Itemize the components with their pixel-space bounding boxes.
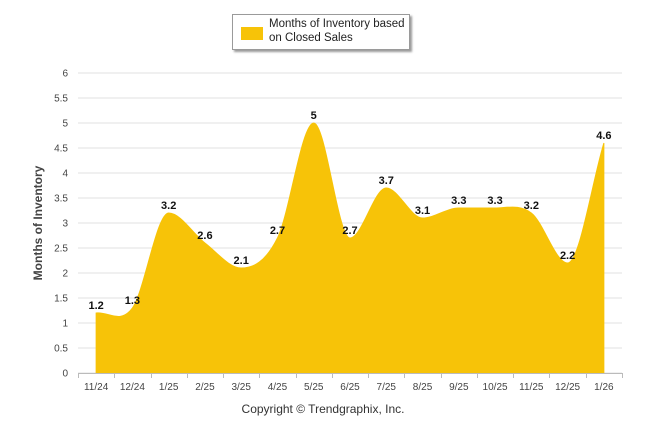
legend-label-line-2: on Closed Sales bbox=[269, 32, 353, 44]
y-tick-label: 3.5 bbox=[54, 194, 68, 205]
data-label: 3.3 bbox=[451, 195, 466, 207]
x-tick-label: 5/25 bbox=[304, 382, 324, 393]
y-axis: 0 0.5 1 1.5 2 2.5 3 3.5 4 4.5 5 5.5 6 bbox=[54, 69, 68, 380]
x-axis: 11/24 12/24 1/25 2/25 3/25 4/25 5/25 6/25 7/25 8/… bbox=[78, 373, 623, 393]
series-area bbox=[95, 122, 605, 374]
data-labels: 1.2 1.3 3.2 2.6 2.1 2.7 5 2.7 3.7 3.1 3.3 3.3 3.2 2.2… bbox=[88, 110, 611, 312]
x-tick-label: 10/25 bbox=[483, 382, 508, 393]
legend-label-line-1: Months of Inventory based bbox=[269, 18, 405, 30]
x-tick-label: 12/24 bbox=[120, 382, 145, 393]
y-tick-label: 3 bbox=[62, 219, 68, 230]
data-label: 2.6 bbox=[197, 230, 212, 242]
legend-swatch bbox=[241, 27, 263, 40]
y-tick-label: 6 bbox=[62, 69, 68, 80]
y-tick-label: 4.5 bbox=[54, 144, 68, 155]
data-label: 3.2 bbox=[161, 200, 176, 212]
copyright-footer: Copyright © Trendgraphix, Inc. bbox=[241, 402, 405, 416]
data-label: 2.2 bbox=[560, 250, 575, 262]
x-tick-label: 1/25 bbox=[159, 382, 179, 393]
data-label: 2.7 bbox=[342, 225, 357, 237]
y-tick-label: 0.5 bbox=[54, 344, 68, 355]
legend: Months of Inventory based on Closed Sale… bbox=[232, 14, 410, 50]
y-tick-label: 4 bbox=[62, 169, 68, 180]
x-tick-label: 2/25 bbox=[195, 382, 215, 393]
data-label: 5 bbox=[311, 110, 317, 122]
y-tick-label: 5.5 bbox=[54, 94, 68, 105]
x-tick-label: 8/25 bbox=[413, 382, 433, 393]
data-label: 3.3 bbox=[487, 195, 502, 207]
y-axis-title: Months of Inventory bbox=[31, 165, 45, 280]
data-label: 3.1 bbox=[415, 205, 430, 217]
data-label: 3.2 bbox=[524, 200, 539, 212]
y-tick-label: 2 bbox=[62, 269, 68, 280]
y-tick-label: 0 bbox=[62, 369, 68, 380]
y-tick-label: 5 bbox=[62, 119, 68, 130]
y-tick-label: 2.5 bbox=[54, 244, 68, 255]
x-tick-label: 7/25 bbox=[377, 382, 397, 393]
x-tick-label: 9/25 bbox=[449, 382, 469, 393]
data-label: 2.7 bbox=[270, 225, 285, 237]
x-tick-label: 1/26 bbox=[594, 382, 614, 393]
data-label: 1.2 bbox=[88, 300, 103, 312]
y-tick-label: 1 bbox=[62, 319, 68, 330]
data-label: 1.3 bbox=[125, 295, 140, 307]
y-tick-label: 1.5 bbox=[54, 294, 68, 305]
x-tick-label: 4/25 bbox=[268, 382, 288, 393]
data-label: 4.6 bbox=[596, 130, 611, 142]
x-tick-label: 11/24 bbox=[84, 382, 109, 393]
x-tick-label: 6/25 bbox=[340, 382, 360, 393]
data-label: 3.7 bbox=[379, 175, 394, 187]
area-series bbox=[95, 122, 605, 374]
x-tick-label: 12/25 bbox=[555, 382, 580, 393]
x-tick-label: 3/25 bbox=[231, 382, 251, 393]
legend-label: Months of Inventory based on Closed Sale… bbox=[269, 17, 409, 45]
data-label: 2.1 bbox=[234, 255, 249, 267]
x-tick-label: 11/25 bbox=[519, 382, 544, 393]
